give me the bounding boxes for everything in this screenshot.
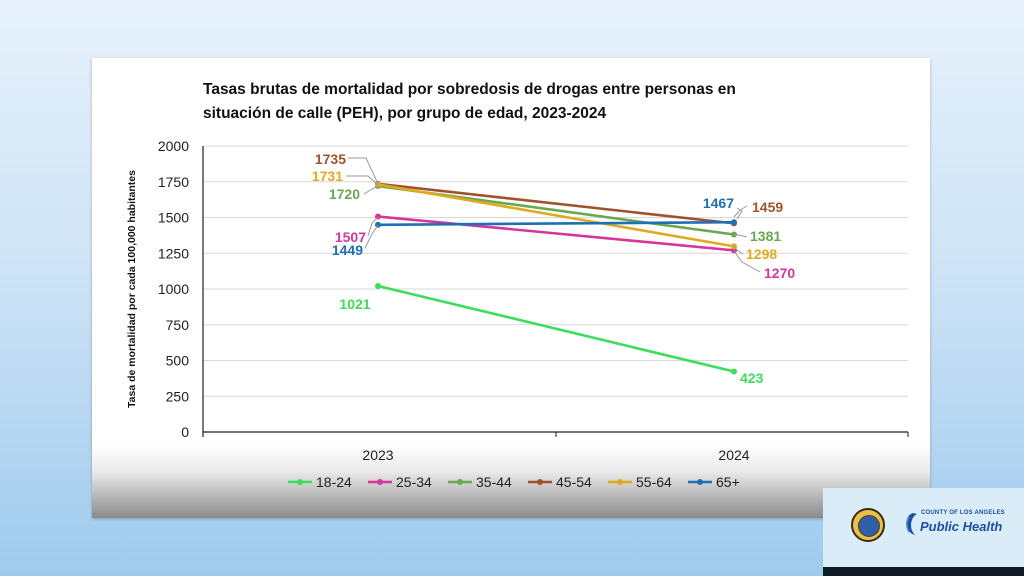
data-label-18-24-2023: 1021: [339, 296, 370, 312]
data-label-55-64-2023: 1731: [312, 168, 343, 184]
y-tick-2000: 2000: [158, 138, 189, 154]
public-health-mark-icon: [906, 513, 917, 535]
x-tick-2023: 2023: [362, 447, 393, 463]
leader-45-54-2024: [733, 205, 748, 218]
legend-label-65plus: 65+: [716, 474, 740, 490]
y-tick-1250: 1250: [158, 245, 189, 261]
legend-label-18-24: 18-24: [316, 474, 352, 490]
point-65plus-2024: [731, 219, 737, 226]
series-line-18-24: [377, 284, 735, 373]
data-label-65plus-2023: 1449: [332, 242, 363, 258]
legend-marker-18-24: [297, 479, 303, 485]
county-text: COUNTY OF LOS ANGELES: [921, 510, 1005, 516]
leader-25-34-2024: [733, 250, 761, 273]
leader-55-64-2024: [733, 245, 744, 255]
legend-marker-25-34: [377, 479, 383, 485]
data-label-18-24-2024: 423: [740, 370, 764, 386]
public-health-name: Public Health: [920, 519, 1003, 534]
chart-title-line-2: situación de calle (PEH), por grupo de e…: [203, 105, 607, 122]
y-tick-1500: 1500: [158, 210, 189, 226]
logo-bottom-bar: [823, 567, 1024, 576]
legend-marker-45-54: [537, 479, 543, 485]
legend-label-35-44: 35-44: [476, 474, 512, 490]
series-line-55-64: [377, 183, 735, 248]
series-line-25-34: [377, 215, 735, 252]
leader-35-44-2024: [734, 234, 748, 238]
legend-marker-35-44: [457, 479, 463, 485]
y-axis-label: Tasa de mortalidad por cada 100,000 habi…: [126, 170, 138, 408]
county-seal-icon: [851, 508, 885, 542]
data-label-65plus-2024: 1467: [703, 195, 734, 211]
legend-marker-55-64: [617, 479, 623, 485]
x-tick-2024: 2024: [718, 447, 749, 463]
leader-35-44-2023: [363, 185, 379, 195]
y-tick-1750: 1750: [158, 174, 189, 190]
leader-65plus-2023: [364, 224, 379, 249]
chart-svg: Tasas brutas de mortalidad por sobredosi…: [126, 81, 909, 490]
data-label-55-64-2024: 1298: [746, 246, 777, 262]
y-tick-750: 750: [166, 317, 190, 333]
legend-label-55-64: 55-64: [636, 474, 672, 490]
y-tick-500: 500: [166, 353, 190, 369]
leader-25-34-2023: [367, 216, 379, 237]
leader-45-54-2023: [348, 157, 379, 185]
data-label-35-44-2024: 1381: [750, 228, 781, 244]
data-label-25-34-2024: 1270: [764, 265, 795, 281]
data-label-35-44-2023: 1720: [329, 186, 360, 202]
point-18-24-2023: [375, 282, 381, 289]
legend-marker-65plus: [697, 479, 703, 485]
y-tick-1000: 1000: [158, 281, 189, 297]
legend-label-25-34: 25-34: [396, 474, 432, 490]
data-label-25-34-2023: 1507: [335, 229, 366, 245]
public-health-logo-box: COUNTY OF LOS ANGELES Public Health: [823, 488, 1024, 567]
data-label-45-54-2024: 1459: [752, 199, 783, 215]
leader-65plus-2024: [736, 207, 743, 220]
y-tick-0: 0: [181, 424, 189, 440]
y-tick-250: 250: [166, 388, 190, 404]
data-label-45-54-2023: 1735: [315, 151, 346, 167]
series-line-65plus: [377, 220, 735, 227]
series-line-45-54: [377, 182, 735, 225]
point-65plus-2023: [375, 221, 381, 228]
point-18-24-2024: [731, 368, 737, 375]
plot-layer: 0 250 500 750 1000 1250 1500 1750 2000 2023 2024 10…: [158, 138, 909, 490]
leader-55-64-2023: [346, 175, 379, 186]
chart-title-line-1: Tasas brutas de mortalidad por sobredosi…: [203, 81, 736, 98]
chart-card: Tasas brutas de mortalidad por sobredosi…: [92, 58, 930, 518]
legend-label-45-54: 45-54: [556, 474, 592, 490]
